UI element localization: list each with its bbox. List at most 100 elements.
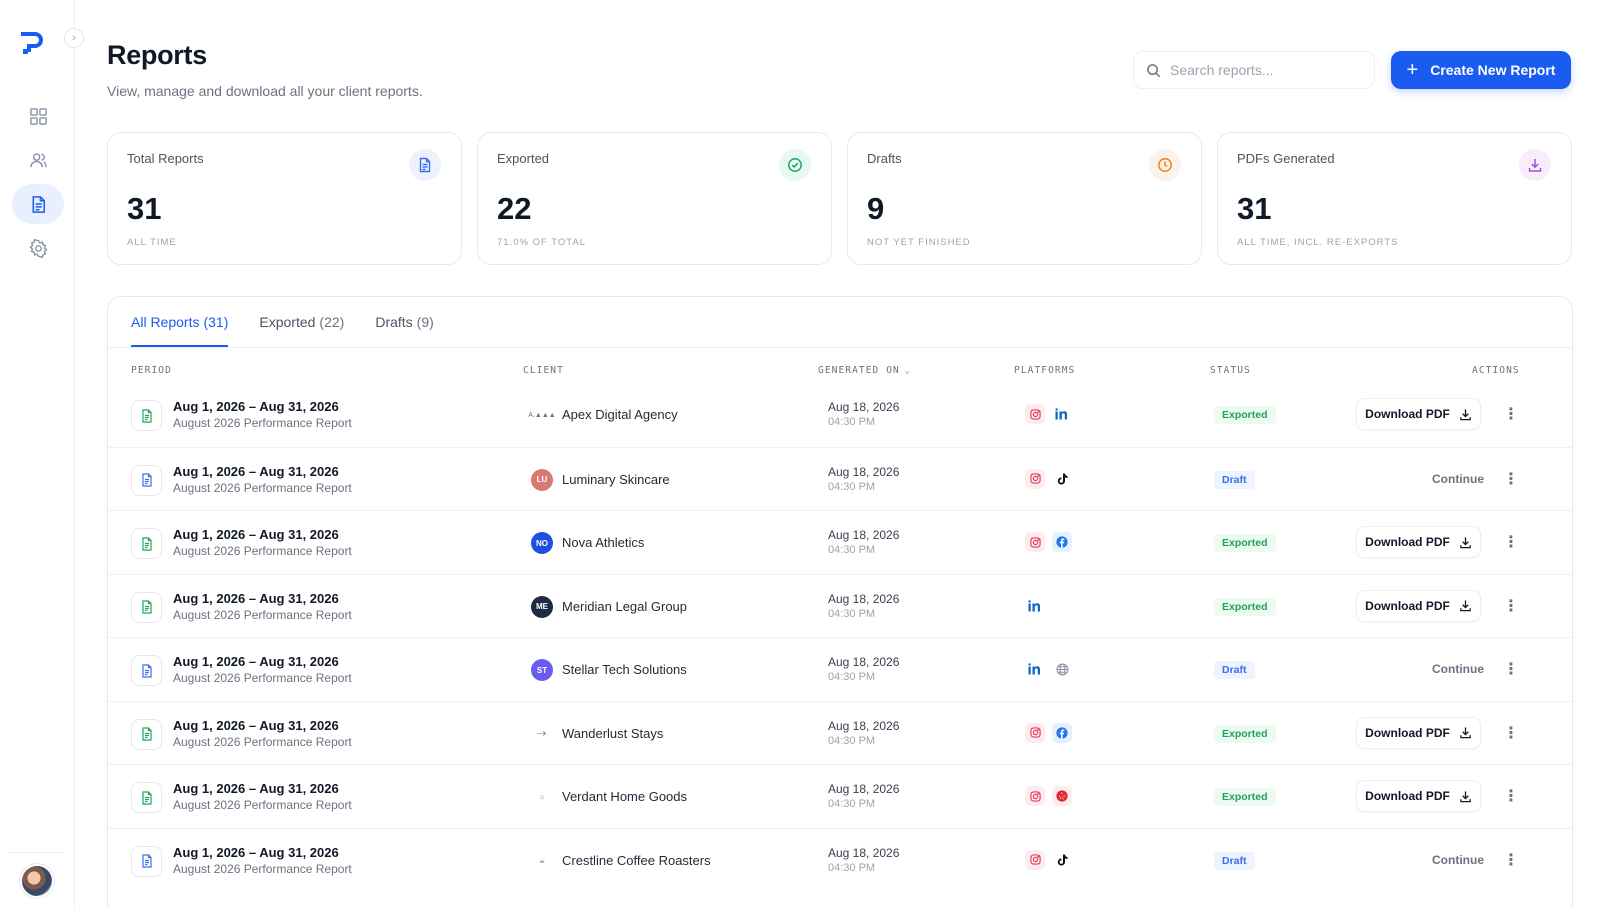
- more-options-icon[interactable]: ⋮: [1503, 851, 1519, 869]
- more-options-icon[interactable]: ⋮: [1503, 788, 1519, 805]
- table-row[interactable]: Aug 1, 2026 – Aug 31, 2026 August 2026 Pe…: [108, 510, 1572, 574]
- tab-exported[interactable]: Exported (22): [259, 297, 344, 347]
- more-options-icon[interactable]: ⋮: [1503, 661, 1519, 678]
- generated-time: 04:30 PM: [828, 671, 876, 683]
- table-row[interactable]: Aug 1, 2026 – Aug 31, 2026 August 2026 Pe…: [108, 827, 1572, 892]
- continue-button[interactable]: Continue: [1432, 852, 1484, 867]
- instagram-icon: [1025, 786, 1045, 806]
- status-badge: Exported: [1214, 406, 1276, 424]
- report-period: Aug 1, 2026 – Aug 31, 2026: [173, 527, 339, 542]
- status-badge: Exported: [1214, 788, 1276, 806]
- tab-count: (22): [319, 314, 345, 330]
- download-pdf-button[interactable]: Download PDF: [1356, 780, 1481, 812]
- search-input[interactable]: [1170, 62, 1360, 78]
- status-badge: Exported: [1214, 724, 1276, 743]
- table-row[interactable]: Aug 1, 2026 – Aug 31, 2026 August 2026 Pe…: [108, 637, 1572, 701]
- generated-time: 04:30 PM: [828, 480, 876, 493]
- platform-icons: [1025, 786, 1072, 806]
- nav-item-settings[interactable]: [12, 228, 64, 268]
- download-icon: [1450, 726, 1472, 739]
- client-name[interactable]: Luminary Skincare: [562, 471, 670, 487]
- client-logo: ~✈: [531, 722, 553, 745]
- nav-item-clients[interactable]: [12, 140, 64, 180]
- table-row[interactable]: Aug 1, 2026 – Aug 31, 2026 August 2026 Pe…: [108, 446, 1572, 511]
- tab-drafts[interactable]: Drafts (9): [375, 297, 433, 347]
- download-pdf-button[interactable]: Download PDF: [1356, 716, 1481, 749]
- report-name: August 2026 Performance Report: [173, 861, 352, 876]
- report-name: August 2026 Performance Report: [173, 607, 352, 622]
- column-header-period[interactable]: PERIOD: [131, 365, 172, 376]
- report-period: Aug 1, 2026 – Aug 31, 2026: [173, 590, 339, 606]
- stat-value: 31: [1237, 191, 1272, 226]
- continue-button[interactable]: Continue: [1432, 662, 1484, 676]
- brand-logo[interactable]: [20, 30, 46, 56]
- generated-time: 04:30 PM: [828, 607, 876, 620]
- yelp-icon: [1052, 786, 1072, 806]
- client-name[interactable]: Crestline Coffee Roasters: [562, 852, 711, 868]
- generated-time: 04:30 PM: [828, 734, 876, 747]
- stat-sub: All time: [127, 237, 177, 248]
- more-options-icon[interactable]: ⋮: [1503, 406, 1519, 423]
- globe-icon: [1052, 659, 1072, 679]
- nav-item-dashboard[interactable]: [12, 96, 64, 136]
- client-name[interactable]: Meridian Legal Group: [562, 598, 688, 614]
- platform-icons: [1025, 468, 1072, 489]
- column-header-platforms[interactable]: PLATFORMS: [1014, 365, 1076, 376]
- report-document-icon: [131, 845, 162, 877]
- stat-value: 9: [867, 191, 885, 226]
- report-period: Aug 1, 2026 – Aug 31, 2026: [173, 717, 339, 733]
- more-options-icon[interactable]: ⋮: [1503, 470, 1519, 488]
- instagram-icon: [1025, 404, 1045, 424]
- download-pdf-button[interactable]: Download PDF: [1356, 398, 1481, 430]
- sidebar-collapse-button[interactable]: ›: [64, 28, 84, 48]
- table-row[interactable]: Aug 1, 2026 – Aug 31, 2026 August 2026 Pe…: [108, 383, 1572, 447]
- client-logo: NO: [531, 532, 553, 554]
- client-name[interactable]: Nova Athletics: [562, 535, 645, 550]
- generated-date: Aug 18, 2026: [828, 528, 900, 542]
- report-tabs: All Reports (31) Exported (22) Drafts (9…: [131, 297, 465, 347]
- client-name[interactable]: Verdant Home Goods: [562, 789, 688, 804]
- linkedin-icon: [1052, 404, 1072, 424]
- tab-all-reports[interactable]: All Reports (31): [131, 297, 229, 347]
- table-row[interactable]: Aug 1, 2026 – Aug 31, 2026 August 2026 Pe…: [108, 764, 1572, 828]
- continue-button[interactable]: Continue: [1432, 471, 1484, 486]
- client-name[interactable]: Apex Digital Agency: [562, 407, 678, 422]
- create-new-report-button[interactable]: + Create New Report: [1391, 51, 1571, 89]
- linkedin-icon: [1025, 659, 1045, 679]
- search-box[interactable]: [1133, 51, 1375, 89]
- column-header-generated-on[interactable]: GENERATED ON ⌄: [818, 365, 911, 376]
- more-options-icon[interactable]: ⋮: [1503, 724, 1519, 742]
- facebook-icon: [1052, 722, 1072, 743]
- column-header-actions: ACTIONS: [1472, 365, 1520, 376]
- stat-label: Drafts: [867, 151, 902, 166]
- client-name[interactable]: Stellar Tech Solutions: [562, 662, 687, 677]
- stat-card-drafts: Drafts 9 Not yet finished: [847, 132, 1202, 265]
- download-pdf-button[interactable]: Download PDF: [1356, 589, 1481, 622]
- stat-label: PDFs Generated: [1237, 151, 1335, 166]
- table-row[interactable]: Aug 1, 2026 – Aug 31, 2026 August 2026 Pe…: [108, 700, 1572, 765]
- create-new-report-label: Create New Report: [1430, 62, 1556, 78]
- more-options-icon[interactable]: ⋮: [1503, 597, 1519, 615]
- nav-item-reports[interactable]: [12, 184, 64, 224]
- more-options-icon[interactable]: ⋮: [1503, 534, 1519, 551]
- stat-card-total-reports: Total Reports 31 All time: [107, 132, 462, 265]
- sidebar: ›: [0, 0, 84, 908]
- report-period: Aug 1, 2026 – Aug 31, 2026: [173, 463, 339, 479]
- status-badge: Exported: [1214, 534, 1276, 552]
- report-document-icon: [131, 464, 162, 496]
- client-name[interactable]: Wanderlust Stays: [562, 725, 664, 741]
- stat-value: 31: [127, 191, 162, 226]
- platform-icons: [1025, 596, 1045, 616]
- chevron-right-icon: ›: [72, 32, 76, 44]
- report-name: August 2026 Performance Report: [173, 798, 352, 812]
- download-pdf-label: Download PDF: [1365, 725, 1450, 740]
- download-pdf-button[interactable]: Download PDF: [1356, 526, 1481, 558]
- report-period: Aug 1, 2026 – Aug 31, 2026: [173, 781, 339, 796]
- stat-label: Total Reports: [127, 151, 204, 166]
- column-header-client[interactable]: CLIENT: [523, 365, 564, 376]
- column-header-status[interactable]: STATUS: [1210, 365, 1251, 376]
- avatar[interactable]: [20, 864, 54, 898]
- report-period: Aug 1, 2026 – Aug 31, 2026: [173, 399, 339, 414]
- table-row[interactable]: Aug 1, 2026 – Aug 31, 2026 August 2026 Pe…: [108, 573, 1572, 638]
- stat-card-exported: Exported 22 71.0% of total: [477, 132, 832, 265]
